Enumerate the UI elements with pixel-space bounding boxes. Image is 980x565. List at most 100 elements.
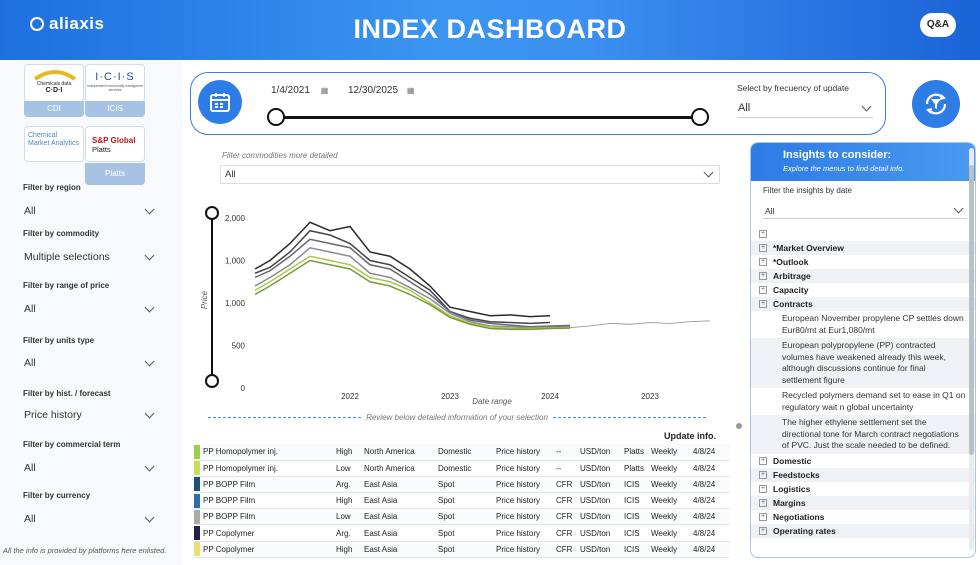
refresh-filter-icon [925,93,947,115]
insight-category-label: *Market Overview [773,243,844,253]
insight-category-label: Logistics [773,483,811,494]
insight-category-label: Feedstocks [773,469,820,480]
expand-plus-icon[interactable]: + [759,498,767,507]
series-color-swatch [194,444,200,461]
insight-category[interactable]: + *Outlook [751,255,975,269]
chevron-down-icon [144,408,155,418]
filter-label-6: Filter by currency [23,491,91,500]
table-row[interactable]: PP Copolymer High East Asia Spot Price histo… [194,541,730,558]
expand-plus-icon[interactable]: + [759,526,767,535]
series-color-swatch [194,476,200,494]
insight-category[interactable]: + Logistics [751,482,975,496]
cma-logo-text: Chemical Market Analytics [28,132,79,147]
filter-dropdown-0[interactable]: All [24,202,156,220]
y-tick-label: 2,000 [225,214,246,223]
filter-value: All [24,303,36,315]
x-axis-label: Date range [472,397,512,406]
expand-plus-icon[interactable]: + [759,244,767,252]
insight-category[interactable]: + Capacity [751,283,975,297]
end-date-field[interactable]: 12/30/2025 ▦ [348,85,414,96]
cell-term: CFR [553,524,577,542]
price-range-slider-track[interactable] [211,213,213,381]
source-tile-icis[interactable]: I·C·I·S Independent commodity intelligen… [85,64,145,102]
start-date-field[interactable]: 1/4/2021 ▦ [271,85,328,96]
commodity-table: PP Homopolymer inj. High North America Dome… [194,444,730,558]
expand-plus-icon[interactable]: + [759,512,767,521]
filter-dropdown-2[interactable]: All [24,300,156,318]
cell-market: Domestic [435,444,493,461]
series-line-3 [254,246,571,329]
cell-term: CFR [553,492,577,510]
expand-plus-icon[interactable]: + [759,470,767,479]
commodity-detail-dropdown[interactable]: All [220,165,720,184]
series-line-1 [254,229,551,325]
expand-plus-icon[interactable]: + [759,484,767,493]
cell-product: PP Copolymer [200,541,333,558]
table-row[interactable]: PP Homopolymer inj. Low North America Domes… [194,460,730,477]
price-slider-top-handle[interactable] [205,206,219,220]
insight-category[interactable]: + Feedstocks [751,467,975,482]
icis-logo-subtext: Independent commodity intelligence servi… [87,84,143,92]
source-tile-platts[interactable]: S&P Global Platts [85,126,145,162]
calendar-button[interactable] [198,80,242,124]
insight-category[interactable]: + Negotiations [751,510,975,524]
insight-category[interactable]: + [751,227,975,241]
source-tile-cdi[interactable]: Chemicals data C·D·I [24,64,84,102]
filter-dropdown-5[interactable]: All [24,459,156,477]
filter-label-0: Filter by region [23,183,81,192]
insights-scrollbar-thumb[interactable] [969,165,974,455]
insight-category[interactable]: + *Market Overview [751,241,975,255]
filter-value: Multiple selections [24,251,110,263]
insight-category-label: Negotiations [773,511,825,522]
expand-plus-icon[interactable]: + [759,286,767,294]
cell-range: High [333,444,361,461]
insight-category-label: Capacity [773,285,809,295]
source-label-icis: ICIS [85,101,145,117]
frequency-dropdown[interactable]: All [738,99,873,118]
table-row[interactable]: PP BOPP Film Low East Asia Spot Price histor… [194,508,730,526]
qa-button[interactable]: Q&A [920,13,956,37]
filter-dropdown-3[interactable]: All [24,354,156,372]
insight-note: European November propylene CP settles d… [782,313,964,335]
price-slider-bottom-handle[interactable] [205,374,219,388]
cell-range: Arg. [333,476,361,494]
insights-date-dropdown[interactable]: All [763,203,967,219]
table-row[interactable]: PP Homopolymer inj. High North America Dome… [194,444,730,461]
filter-dropdown-4[interactable]: Price history [24,406,156,424]
cell-unit: USD/ton [577,508,621,526]
insight-category[interactable]: + Domestic [751,454,975,468]
insight-category[interactable]: + Contracts [751,297,975,311]
insight-category[interactable]: + Arbitrage [751,269,975,283]
table-row[interactable]: PP Copolymer Arg. East Asia Spot Price histo… [194,524,730,542]
filter-dropdown-1[interactable]: Multiple selections [24,248,156,266]
resize-dot[interactable] [736,423,742,429]
insight-note: Recycled polymers demand set to ease in … [782,390,966,412]
expand-plus-icon[interactable]: + [759,300,767,308]
cell-type: Price history [493,524,553,542]
source-label-cdi: CDI [24,101,84,117]
x-tick-label: 2022 [341,392,359,401]
expand-plus-icon[interactable]: + [759,456,767,465]
filter-dropdown-6[interactable]: All [24,510,156,528]
x-tick-label: 2024 [541,392,559,401]
insight-category[interactable]: + Operating rates [751,523,975,538]
cell-unit: USD/ton [577,541,621,558]
calendar-icon [210,93,230,112]
date-slider-track[interactable] [275,116,701,119]
frequency-value: All [738,102,751,114]
date-slider-start-handle[interactable] [267,108,285,126]
table-row[interactable]: PP BOPP Film High East Asia Spot Price histo… [194,492,730,510]
insight-category[interactable]: + Margins [751,495,975,510]
date-slider-end-handle[interactable] [691,108,709,126]
cell-region: North America [361,460,435,477]
insights-tree: + + *Market Overview + *Outlook + Arbitrage + Ca… [751,227,975,538]
expand-plus-icon[interactable]: + [759,272,767,280]
table-row[interactable]: PP BOPP Film Arg. East Asia Spot Price histo… [194,476,730,494]
expand-plus-icon[interactable]: + [759,230,767,238]
cell-product: PP BOPP Film [200,492,333,510]
expand-plus-icon[interactable]: + [759,258,767,266]
source-tile-cma[interactable]: Chemical Market Analytics [24,126,84,162]
reset-filters-button[interactable] [912,80,960,128]
source-label-platts: Platts [85,163,145,185]
cell-type: Price history [493,460,553,477]
